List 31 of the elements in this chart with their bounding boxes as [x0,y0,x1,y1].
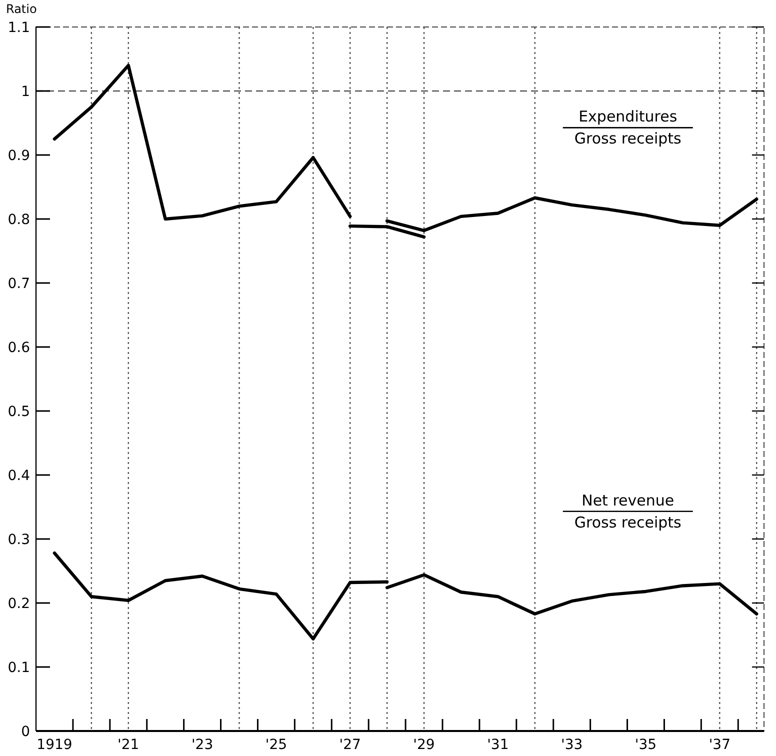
x-tick-label: '37 [708,737,730,753]
y-tick-label: 0.5 [8,404,30,420]
x-tick-label: '21 [118,737,140,753]
x-tick-label: '23 [191,737,214,753]
annotation: Expenditures [578,108,678,126]
line-series [52,551,389,640]
x-tick-label: '27 [339,737,361,753]
y-tick-label: 0.6 [8,340,30,356]
annotation: Net revenue [582,491,674,510]
line-series [385,196,758,232]
x-tick-label: '31 [487,737,509,753]
y-axis-title: Ratio [6,2,37,16]
x-tick-label: 1919 [36,737,72,753]
y-tick-label: 1.1 [8,20,30,36]
y-tick-label: 0.3 [8,532,30,548]
annotation: Gross receipts [574,130,682,148]
y-tick-label: 0.1 [8,660,30,676]
y-tick-label: 0.2 [8,596,30,612]
y-tick-label: 0.7 [8,276,30,292]
x-tick-label: '35 [634,737,657,753]
x-tick-label: '33 [561,737,583,753]
y-tick-label: 0.8 [8,212,30,228]
annotation: Gross receipts [574,513,682,532]
x-tick-label: '29 [413,737,435,753]
y-tick-label: 1 [21,84,30,100]
y-tick-label: 0.4 [8,468,30,484]
y-tick-label: 0 [21,724,30,740]
x-tick-label: '25 [265,737,288,753]
line-series [52,64,352,221]
line-series [385,573,758,616]
y-tick-label: 0.9 [8,148,30,164]
